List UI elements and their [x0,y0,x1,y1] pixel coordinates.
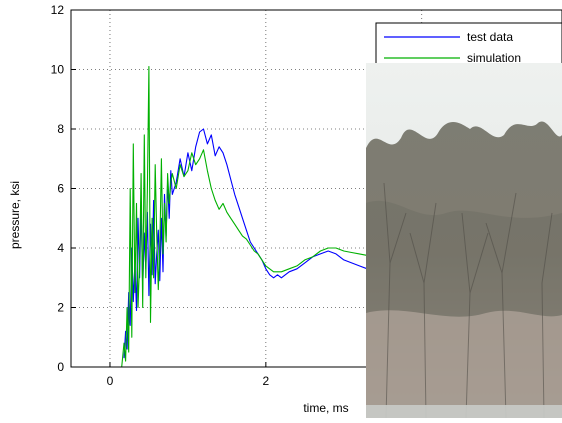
y-tick-label: 10 [51,63,65,77]
photo-image [366,63,562,418]
y-tick-label: 6 [57,182,64,196]
x-tick-label: 2 [262,374,269,388]
x-tick-label: 0 [107,374,114,388]
y-tick-label: 0 [57,360,64,374]
series-line-1 [121,65,547,368]
x-axis-label: time, ms [303,401,348,415]
y-tick-label: 12 [51,3,65,17]
legend-label-0: test data [467,30,513,44]
legend-label-1: simulation [467,51,521,65]
y-tick-label: 2 [57,301,64,315]
tree-photo-overlay [366,63,562,418]
y-axis-label: pressure, ksi [8,181,22,249]
legend: test data simulation [375,22,562,68]
y-tick-label: 8 [57,122,64,136]
axis-ticks: 024681012024 [51,3,426,388]
y-tick-label: 4 [57,241,64,255]
